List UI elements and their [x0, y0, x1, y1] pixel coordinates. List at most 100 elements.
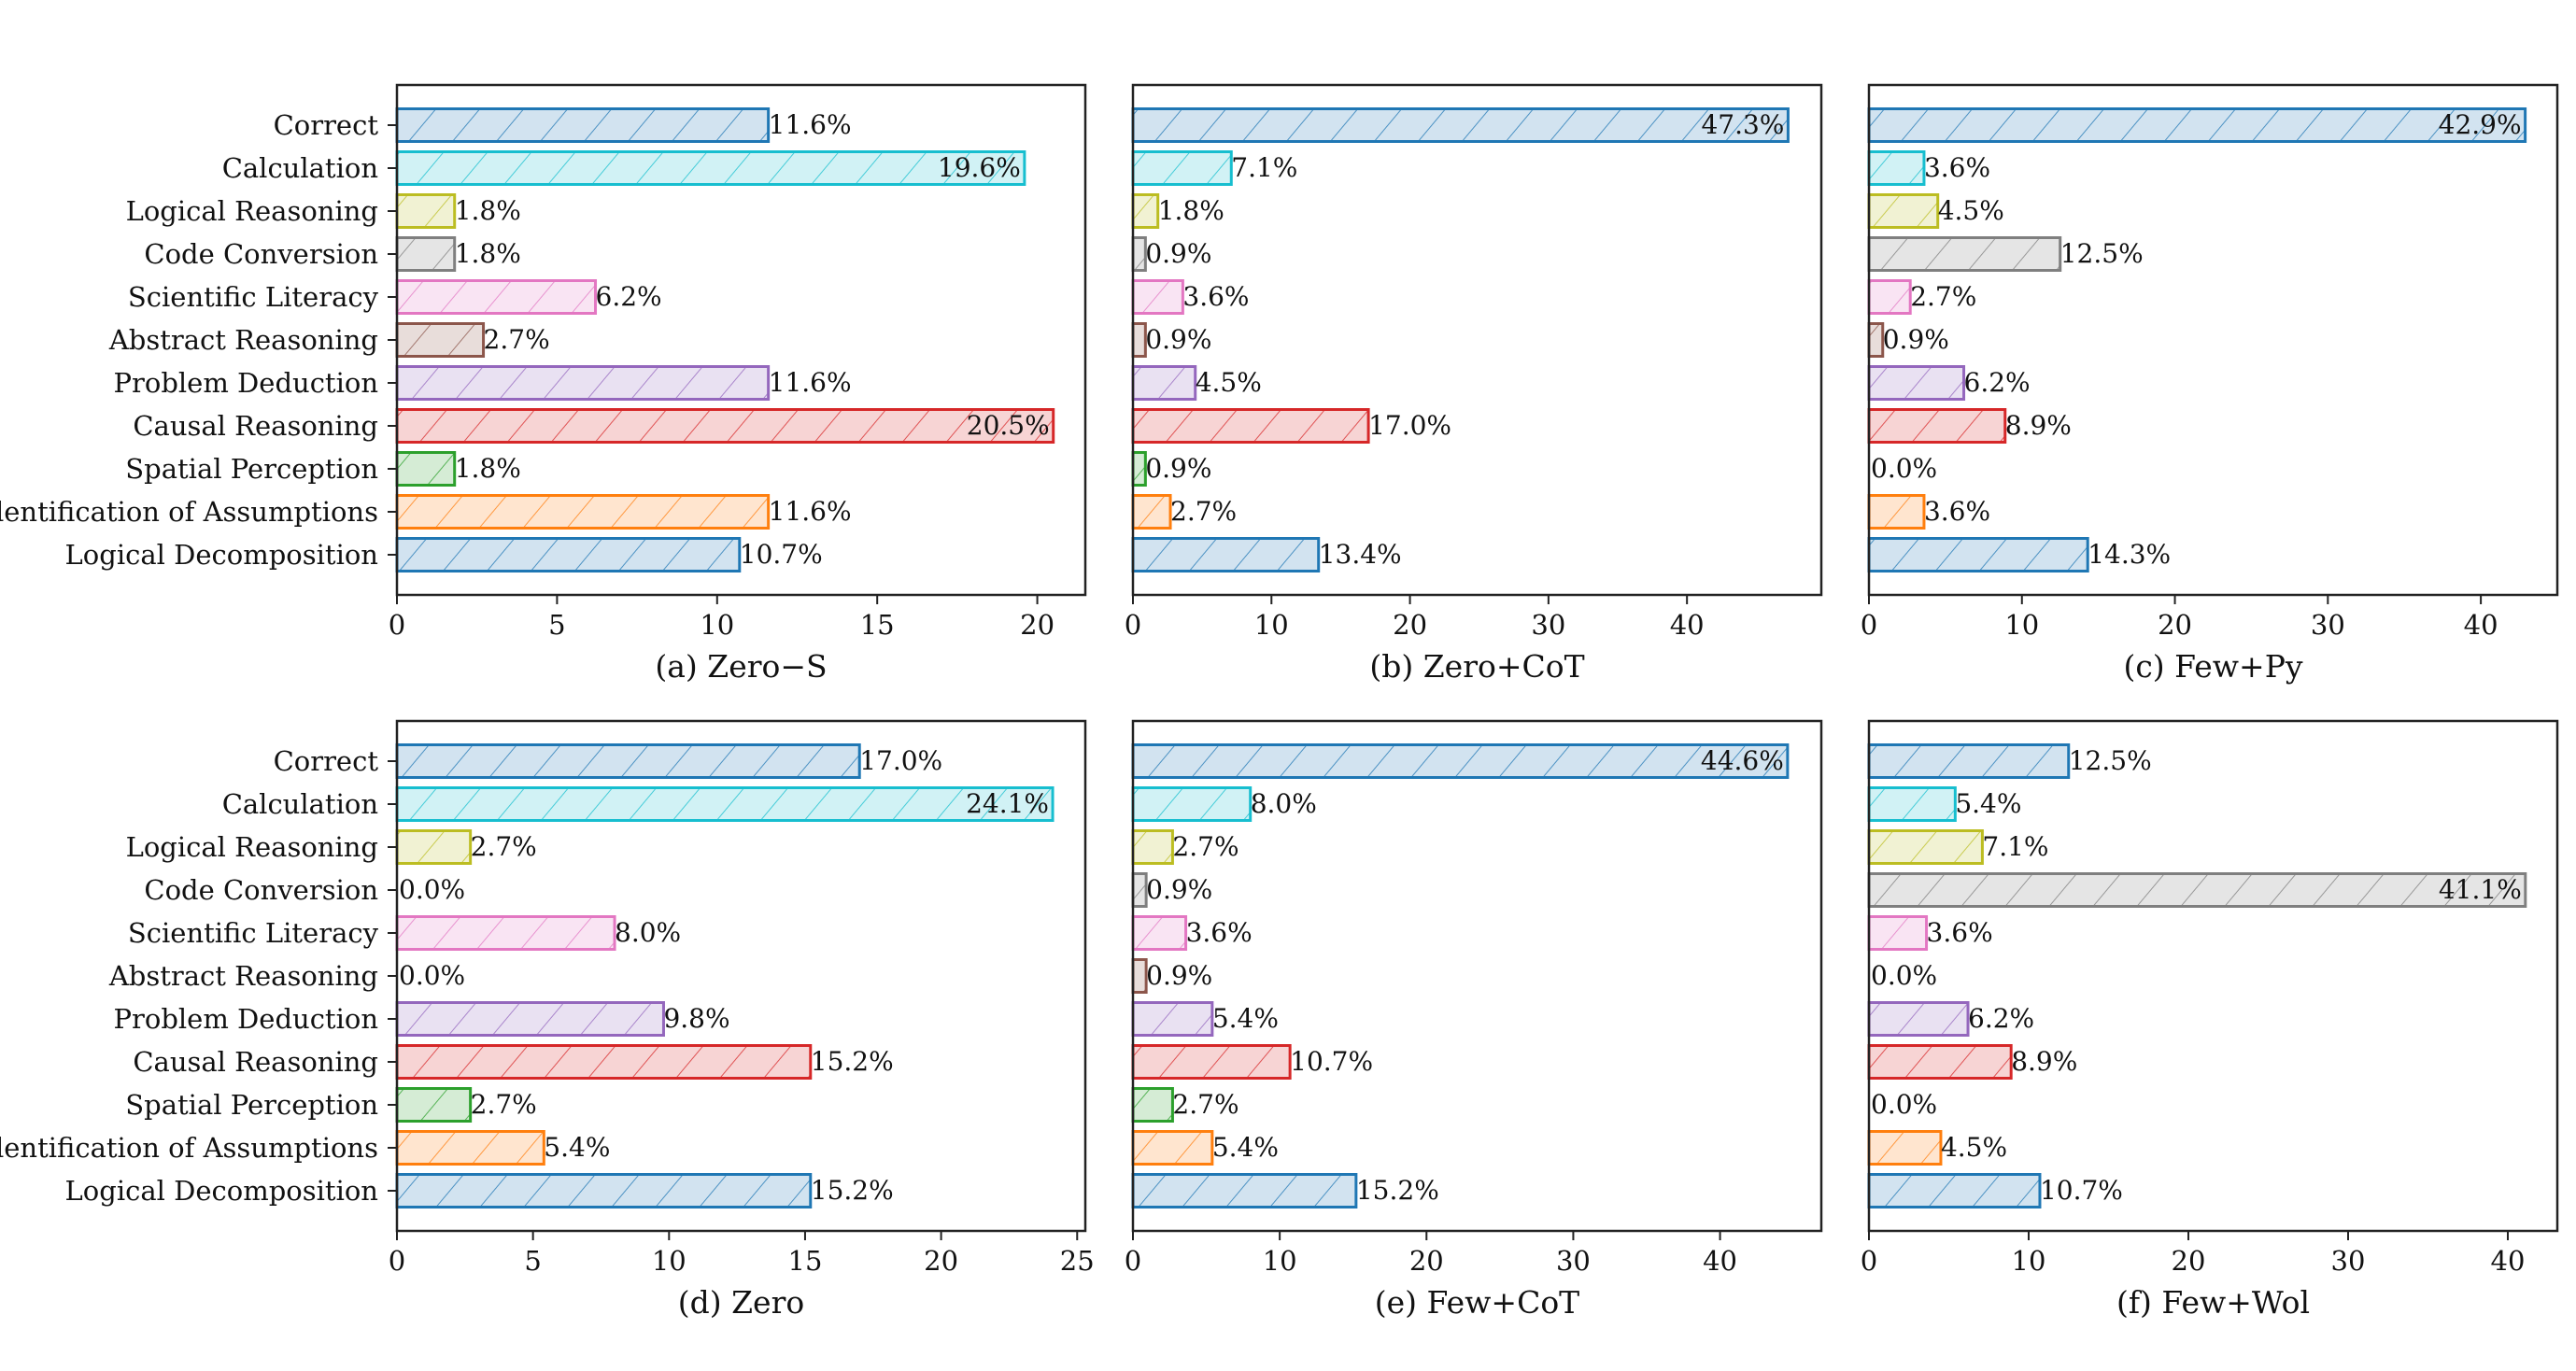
bar-value-label: 4.5% — [1196, 367, 1262, 398]
bar-value-label: 20.5% — [967, 410, 1050, 441]
bar-value-label: 6.2% — [1968, 1003, 2034, 1034]
bar-scientific-literacy — [1131, 279, 1184, 315]
y-tick-label: Logical Reasoning — [126, 831, 378, 863]
y-tick-label: Logical Decomposition — [65, 539, 378, 571]
axes-frame — [395, 83, 1087, 597]
bar-logical-reasoning — [1867, 829, 1984, 865]
bar-value-label: 2.7% — [471, 1089, 537, 1120]
bar-value-label: 12.5% — [2069, 745, 2152, 776]
bar-problem-deduction — [1867, 1001, 1970, 1037]
bar-value-label: 8.9% — [2011, 1046, 2077, 1077]
bar-abstract-reasoning — [1867, 322, 1885, 358]
bar-code-conversion — [395, 236, 457, 272]
x-tick-label: 0 — [1125, 1245, 1141, 1277]
bar-code-conversion — [1131, 872, 1148, 908]
bar-value-label: 44.6% — [1701, 745, 1784, 776]
bar-identification-of-assumptions — [395, 494, 771, 530]
bar-value-label: 15.2% — [811, 1046, 894, 1077]
bar-logical-decomposition — [1131, 1173, 1358, 1208]
panel-f-few-wol: 12.5%5.4%7.1%41.1%3.6%0.0%6.2%8.9%0.0%4.… — [1861, 719, 2559, 1321]
bar-correct — [1867, 107, 2527, 143]
bar-value-label: 0.0% — [1871, 453, 1937, 484]
bar-value-label: 0.9% — [1883, 324, 1949, 355]
x-tick-label: 10 — [1254, 609, 1289, 641]
y-tick-label: Identification of Assumptions — [0, 1132, 378, 1164]
bar-value-label: 24.1% — [966, 788, 1049, 819]
x-tick-label: 10 — [2004, 609, 2039, 641]
axes-frame — [395, 719, 1087, 1233]
bar-logical-reasoning — [1131, 829, 1174, 865]
bar-logical-reasoning — [395, 193, 457, 229]
x-tick-label: 30 — [1531, 609, 1565, 641]
panel-b-zero-cot: 47.3% 7.1%1.8% 0.9% 3.6% 0.9% 4.5% 17.0% 0.9% 2.… — [1125, 83, 1823, 685]
y-tick-label: Causal Reasoning — [133, 1046, 378, 1078]
y-tick-label: Calculation — [222, 152, 378, 184]
bar-value-label: 7.1% — [1982, 831, 2048, 862]
bar-calculation — [1131, 786, 1253, 822]
bar-value-label: 5.4% — [1212, 1003, 1279, 1034]
y-tick-label: Scientific Literacy — [128, 917, 379, 949]
bar-scientific-literacy — [1867, 279, 1912, 315]
x-tick-label: 20 — [1393, 609, 1427, 641]
bar-problem-deduction — [395, 1001, 665, 1037]
x-tick-label: 5 — [548, 609, 565, 641]
bar-abstract-reasoning — [395, 322, 486, 358]
bar-identification-of-assumptions — [395, 1130, 545, 1166]
x-tick-label: 0 — [1125, 609, 1141, 641]
y-tick-label: Correct — [274, 745, 379, 777]
bar-causal-reasoning — [1131, 1044, 1292, 1080]
x-tick-label: 0 — [1861, 1245, 1877, 1277]
bar-scientific-literacy — [1867, 915, 1929, 951]
bar-value-label: 13.4% — [1319, 539, 1402, 570]
bar-value-label: 1.8% — [455, 453, 521, 484]
bar-value-label: 0.9% — [1146, 960, 1212, 991]
bar-problem-deduction — [1131, 365, 1197, 401]
bar-code-conversion — [1867, 236, 2062, 272]
y-tick-label: Scientific Literacy — [128, 281, 379, 313]
bar-logical-decomposition — [1867, 1173, 2042, 1208]
bar-causal-reasoning — [1867, 408, 2007, 444]
bar-value-label: 5.4% — [544, 1132, 610, 1163]
bar-value-label: 3.6% — [1924, 152, 1990, 183]
bar-value-label: 8.0% — [1251, 788, 1317, 819]
bar-identification-of-assumptions — [1131, 494, 1172, 530]
x-tick-label: 0 — [389, 1245, 405, 1277]
bar-identification-of-assumptions — [1867, 494, 1926, 530]
panel-title: (c) Few+Py — [2123, 648, 2302, 685]
bar-logical-decomposition — [1131, 537, 1321, 572]
bar-scientific-literacy — [395, 915, 616, 951]
bar-value-label: 0.9% — [1145, 453, 1211, 484]
axes-frame — [1131, 719, 1823, 1233]
bar-identification-of-assumptions — [1131, 1130, 1214, 1166]
bar-value-label: 17.0% — [859, 745, 942, 776]
bar-value-label: 19.6% — [938, 152, 1021, 183]
x-tick-label: 40 — [1703, 1245, 1737, 1277]
bar-problem-deduction — [1867, 365, 1966, 401]
bar-value-label: 14.3% — [2088, 539, 2171, 570]
bar-logical-reasoning — [395, 829, 473, 865]
bar-value-label: 3.6% — [1182, 281, 1249, 312]
bar-value-label: 0.0% — [1871, 1089, 1937, 1120]
bar-value-label: 3.6% — [1924, 496, 1990, 527]
x-tick-label: 20 — [924, 1245, 958, 1277]
bar-value-label: 1.8% — [455, 238, 521, 269]
panel-e-few-cot: 44.6%8.0%2.7%0.9%3.6%0.9%5.4%10.7%2.7%5.… — [1125, 719, 1823, 1321]
bar-value-label: 0.0% — [1871, 960, 1937, 991]
bar-spatial-perception — [1131, 1087, 1174, 1123]
bar-logical-decomposition — [395, 1173, 813, 1208]
y-tick-label: Abstract Reasoning — [108, 960, 378, 992]
bar-value-label: 10.7% — [1290, 1046, 1373, 1077]
bar-value-label: 6.2% — [1964, 367, 2031, 398]
panel-title: (e) Few+CoT — [1375, 1284, 1579, 1321]
bar-abstract-reasoning — [1131, 322, 1147, 358]
bar-value-label: 47.3% — [1701, 109, 1784, 140]
y-tick-label: Correct — [274, 109, 379, 141]
bar-value-label: 8.0% — [615, 917, 681, 948]
x-tick-label: 20 — [1020, 609, 1054, 641]
bar-scientific-literacy — [395, 279, 598, 315]
bar-causal-reasoning — [395, 408, 1055, 444]
bar-correct — [395, 107, 771, 143]
bar-value-label: 4.5% — [1941, 1132, 2007, 1163]
bar-code-conversion — [1867, 872, 2527, 908]
bar-value-label: 0.9% — [1146, 874, 1212, 905]
